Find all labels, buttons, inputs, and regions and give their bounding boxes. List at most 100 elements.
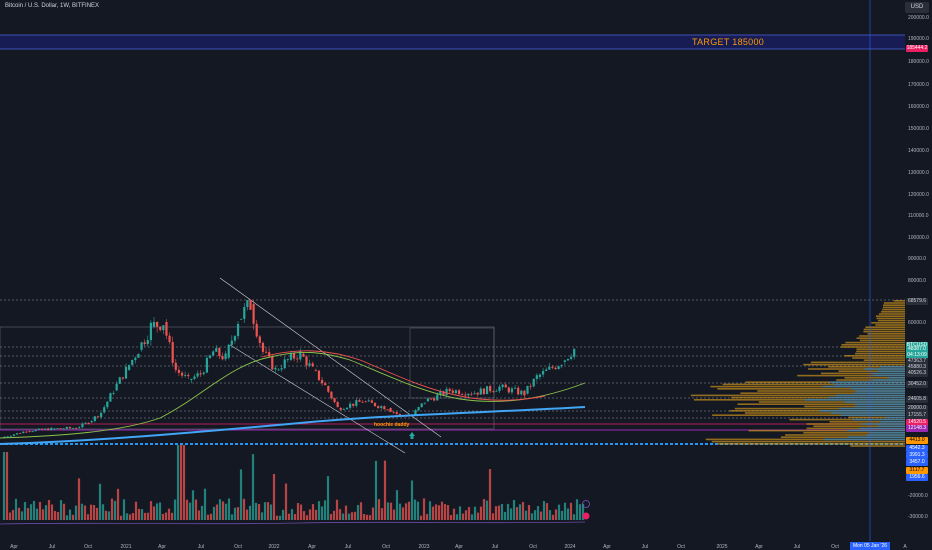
- candle-body: [258, 336, 261, 343]
- candle-body: [554, 367, 557, 370]
- candle-body: [75, 428, 78, 429]
- profile-bar-blue: [833, 383, 905, 386]
- candle-body: [296, 358, 299, 360]
- candle-body: [53, 428, 56, 430]
- time-tick-label: Jul: [492, 544, 498, 550]
- time-tick-label: 2024: [564, 544, 575, 550]
- volume-bar: [563, 502, 567, 520]
- candle-body: [507, 387, 510, 393]
- candle-body: [56, 428, 59, 429]
- volume-bar: [416, 501, 420, 520]
- cursor-date-badge: Mon 05 Jan '26: [850, 542, 890, 550]
- volume-bar: [200, 505, 204, 520]
- alert-marker-icon[interactable]: [582, 512, 590, 520]
- candle-body: [9, 435, 12, 437]
- volume-bar: [140, 509, 144, 520]
- profile-bar: [863, 359, 905, 361]
- profile-bar: [813, 425, 905, 427]
- time-tick-label: Oct: [234, 544, 242, 550]
- symbol-title[interactable]: Bitcoin / U.S. Dollar, 1W, BITFINEX: [5, 3, 100, 9]
- volume-bar: [377, 499, 381, 520]
- candle-body: [121, 377, 124, 379]
- candle-body: [236, 323, 240, 337]
- volume-bar: [512, 500, 516, 520]
- currency-badge[interactable]: USD: [905, 2, 929, 13]
- candle-body: [342, 409, 345, 410]
- price-tick-label: -30000.0: [908, 514, 928, 520]
- event-marker-icon[interactable]: [582, 500, 590, 508]
- candle-body: [280, 368, 283, 370]
- profile-bar-blue: [847, 429, 905, 432]
- candle-body: [221, 356, 224, 360]
- candle-body: [358, 400, 361, 402]
- candle-body: [84, 422, 87, 424]
- volume-bar: [464, 510, 468, 520]
- profile-bar: [840, 346, 905, 348]
- candle-body: [71, 428, 75, 429]
- candle-body: [202, 372, 205, 374]
- candle-body: [461, 394, 464, 396]
- volume-bar: [398, 503, 402, 520]
- candle-body: [305, 356, 308, 366]
- profile-bar: [740, 392, 905, 394]
- volume-bar: [365, 514, 369, 520]
- candle-body: [199, 373, 202, 375]
- candle-body: [451, 390, 454, 394]
- candle-body: [149, 322, 152, 341]
- time-tick-label: 2023: [418, 544, 429, 550]
- volume-bar: [149, 501, 153, 520]
- volume-bar: [572, 514, 576, 520]
- volume-bar: [218, 499, 222, 520]
- volume-bar: [407, 501, 411, 520]
- volume-bar: [506, 503, 510, 520]
- profile-bar: [722, 383, 905, 386]
- candle-body: [230, 340, 233, 345]
- time-axis[interactable]: [0, 541, 905, 550]
- profile-bar: [867, 333, 905, 335]
- profile-bar: [852, 357, 905, 359]
- candle-body: [190, 378, 193, 380]
- volume-bar: [467, 507, 471, 520]
- price-level-tag: 04:13:09: [906, 352, 928, 359]
- candle-body: [498, 386, 501, 391]
- profile-bar: [844, 355, 905, 357]
- candle-body: [137, 353, 140, 358]
- volume-bar: [212, 506, 216, 520]
- price-level-tag: 30452.0: [906, 381, 928, 388]
- volume-bar: [182, 445, 186, 520]
- candle-body: [103, 407, 106, 413]
- candle-body: [492, 391, 495, 393]
- candle-body: [548, 366, 551, 370]
- candle-body: [292, 353, 296, 359]
- candle-body: [47, 428, 50, 431]
- profile-bar-blue: [853, 392, 905, 394]
- candle-body: [367, 400, 370, 402]
- volume-bar: [488, 469, 492, 520]
- volume-bar: [305, 515, 309, 520]
- candle-body: [314, 369, 317, 371]
- volume-bar: [470, 514, 474, 520]
- candle-body: [112, 392, 115, 394]
- profile-bar: [710, 385, 905, 388]
- candle-body: [177, 369, 181, 373]
- volume-bar: [350, 512, 354, 520]
- volume-bar: [446, 505, 450, 520]
- volume-bar: [299, 504, 303, 520]
- profile-bar-blue: [870, 432, 905, 434]
- profile-bar-blue: [879, 366, 905, 368]
- volume-bar: [26, 508, 30, 520]
- candle-body: [205, 357, 209, 373]
- candle-body: [62, 428, 65, 430]
- volume-bar: [440, 501, 444, 520]
- volume-bar: [272, 473, 276, 520]
- volume-bar: [80, 503, 84, 520]
- volume-bar: [500, 503, 504, 520]
- volume-bar: [14, 498, 18, 520]
- price-axis-ticks: 200000.0 190000.0 180000.0 170000.0 160000.0…: [908, 15, 929, 520]
- profile-bar: [883, 302, 905, 304]
- profile-bar: [712, 414, 905, 416]
- volume-bar: [347, 513, 351, 520]
- time-tick-label: Apr: [455, 544, 463, 550]
- volume-bar: [257, 504, 261, 520]
